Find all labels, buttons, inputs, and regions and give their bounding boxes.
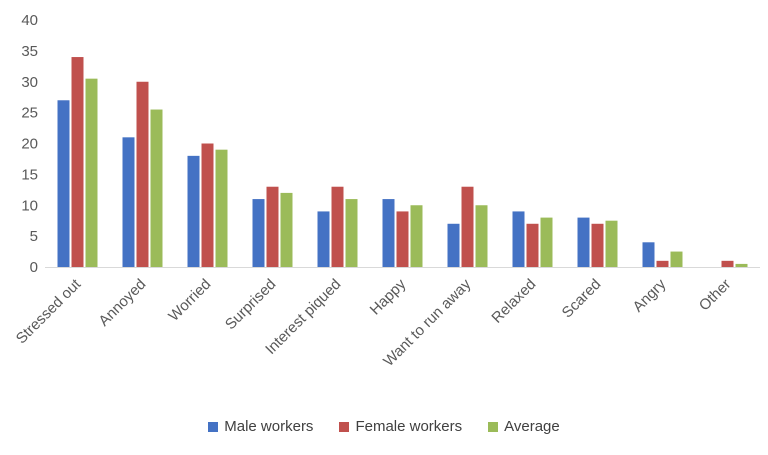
- x-tick-label: Happy: [367, 275, 410, 318]
- bar: [605, 220, 618, 267]
- legend-swatch-male: [208, 421, 219, 432]
- bar: [382, 199, 395, 267]
- y-tick-label: 15: [21, 166, 38, 183]
- bar: [331, 186, 344, 267]
- x-axis: Stressed out Annoyed Worried SurprisedInter…: [13, 275, 735, 370]
- bar: [540, 217, 553, 267]
- bar: [280, 192, 293, 267]
- bar: [150, 109, 163, 267]
- x-tick-label: Scared: [559, 276, 605, 322]
- legend-item-male: Male workers: [208, 418, 313, 435]
- bar: [591, 223, 604, 267]
- bar: [656, 260, 669, 267]
- bar: [410, 205, 423, 267]
- bar: [57, 100, 70, 268]
- y-axis: 0 5 10 15 20 25 30 35 40: [21, 12, 38, 276]
- x-tick-label: Other: [696, 276, 735, 315]
- legend: Male workers Female workers Average: [0, 418, 768, 435]
- bar: [670, 251, 683, 267]
- bar: [345, 199, 358, 267]
- legend-label-male: Male workers: [224, 418, 314, 435]
- y-tick-label: 10: [21, 197, 38, 214]
- x-tick-label: Stressed out: [13, 275, 85, 347]
- y-tick-label: 25: [21, 105, 38, 122]
- legend-swatch-female: [339, 421, 350, 432]
- y-tick-label: 35: [21, 43, 38, 60]
- bar: [475, 205, 488, 267]
- bar: [266, 186, 279, 267]
- legend-item-female: Female workers: [339, 418, 462, 435]
- legend-label-average: Average: [504, 418, 560, 435]
- y-tick-label: 0: [30, 259, 38, 276]
- x-tick-label: Relaxed: [488, 276, 539, 327]
- bar: [577, 217, 590, 267]
- bar: [447, 223, 460, 267]
- bar: [721, 260, 734, 267]
- bar: [122, 137, 135, 267]
- x-tick-label: Worried: [165, 276, 214, 325]
- y-tick-label: 40: [21, 12, 38, 29]
- y-tick-label: 30: [21, 74, 38, 91]
- x-tick-label: Angry: [630, 275, 670, 315]
- bar: [252, 199, 265, 267]
- legend-label-female: Female workers: [355, 418, 463, 435]
- bar: [85, 78, 98, 267]
- bar: [317, 211, 330, 267]
- bar: [642, 242, 655, 267]
- bar-chart: 0 5 10 15 20 25 30 35 40 Stressed out Annoyed Worr…: [13, 12, 760, 370]
- x-tick-label: Surprised: [222, 276, 279, 333]
- bar: [526, 223, 539, 267]
- y-tick-label: 20: [21, 136, 38, 153]
- bar: [201, 143, 214, 267]
- bar: [136, 81, 149, 267]
- legend-item-average: Average: [488, 418, 560, 435]
- legend-swatch-average: [488, 421, 499, 432]
- x-tick-label: Annoyed: [95, 276, 149, 330]
- bars: [57, 57, 748, 268]
- bar: [396, 211, 409, 267]
- y-tick-label: 5: [30, 228, 38, 245]
- bar: [187, 155, 200, 267]
- bar: [512, 211, 525, 267]
- bar: [215, 149, 228, 267]
- bar: [461, 186, 474, 267]
- bar: [735, 263, 748, 267]
- bar: [71, 57, 84, 267]
